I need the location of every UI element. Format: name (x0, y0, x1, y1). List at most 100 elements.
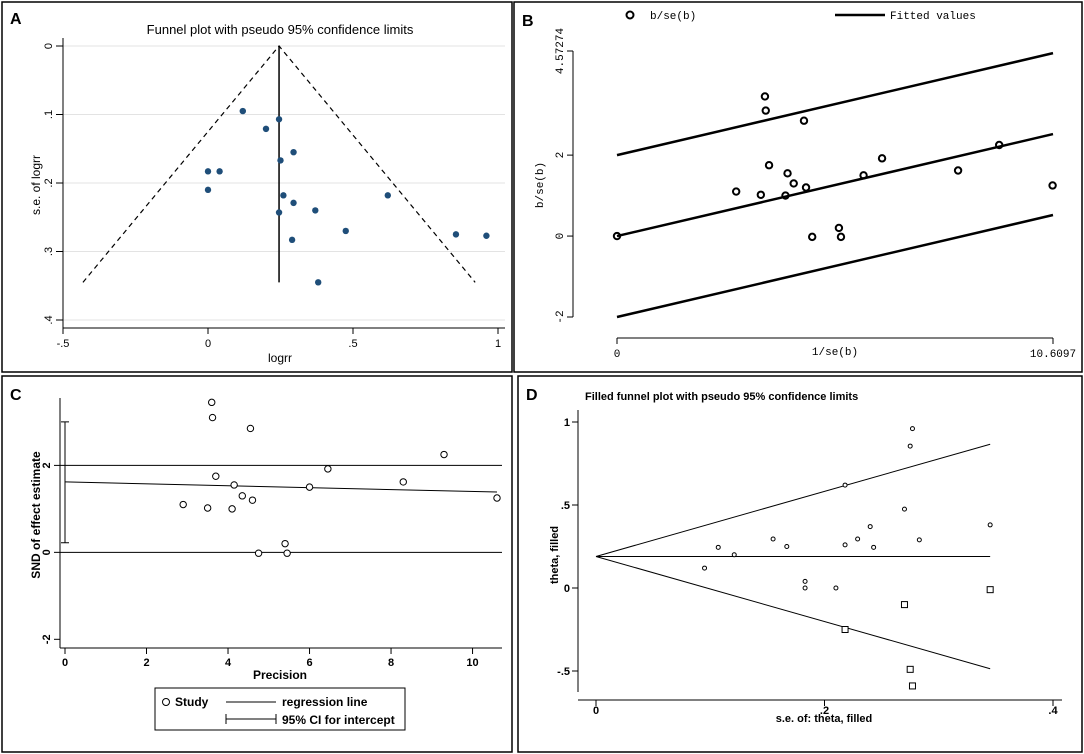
panel-d-upper-limit (595, 443, 991, 557)
panel-c-study-point (305, 483, 314, 491)
panel-d-filled-point (906, 665, 914, 673)
panel-b-fitted-line-lower (616, 213, 1054, 319)
panel-b-study-point (764, 161, 774, 170)
panel-a-study-point (216, 168, 223, 175)
panel-d-observed-point (907, 443, 913, 449)
panel-b-study-point (731, 187, 741, 196)
panel-c-xtick-label: 0 (62, 657, 68, 669)
panel-a-ylabel: s.e. of logrr (29, 155, 43, 215)
panel-d-ytick-label: .5 (561, 500, 570, 512)
panel-a-study-point (262, 125, 270, 133)
panel-b-study-point (799, 116, 809, 125)
panel-d-filled-point (900, 601, 908, 609)
panel-c-study-point (440, 450, 448, 459)
panel-d-xtick-label: .4 (1048, 705, 1058, 717)
panel-b-ytick-label: 0 (555, 233, 567, 240)
panel-c-ytick-label: -2 (41, 634, 53, 644)
panel-c-legend-ci-marker (225, 714, 277, 724)
panel-a-study-point (452, 231, 460, 238)
panel-a-study-point (288, 236, 296, 244)
panel-c-study-point (212, 472, 220, 480)
panel-c-intercept-ci (61, 421, 69, 544)
panel-b-study-point (877, 154, 887, 163)
panel-b-study-point (789, 179, 798, 188)
panel-b-study-point (761, 106, 770, 115)
panel-b-legend-marker (625, 10, 635, 20)
panel-c-study-point (179, 500, 187, 509)
panel-c-xtick-label: 2 (143, 657, 149, 669)
panel-d-title: Filled funnel plot with pseudo 95% confi… (585, 391, 858, 403)
panel-a-study-point (384, 192, 391, 199)
panel-b-study-point (834, 223, 844, 233)
panel-c-ytick-label: 2 (41, 462, 53, 468)
panel-a-study-point (204, 186, 212, 194)
panel-c-study-point (324, 465, 332, 473)
panel-a-xtick-label: 0 (205, 338, 211, 350)
panel-a-study-point (315, 279, 322, 286)
panel-c-study-point (246, 424, 255, 433)
panel-d-ytick-label: 1 (564, 417, 570, 429)
panel-d-observed-point (871, 544, 877, 550)
panel-d-observed-point (842, 482, 848, 488)
panel-d-observed-point (916, 537, 922, 543)
panel-a-study-point (277, 157, 284, 164)
panel-a-study-point (239, 107, 246, 115)
panel-d-filled-funnel-plot: Filled funnel plot with pseudo 95% confi… (549, 391, 1062, 725)
panel-a-title: Funnel plot with pseudo 95% confidence l… (147, 22, 414, 37)
panel-b-study-point (994, 140, 1004, 150)
panel-a-study-point (290, 148, 297, 156)
panel-c-study-point (208, 398, 216, 407)
panel-d-lower-limit (595, 555, 991, 670)
panel-c-study-point (208, 413, 217, 422)
panel-d-observed-point (784, 544, 790, 549)
panel-d-observed-point (833, 585, 839, 591)
panel-c-study-point (203, 504, 212, 512)
panel-c-study-point (228, 505, 236, 513)
panel-c-border (1, 375, 513, 753)
panel-c-study-point (399, 478, 407, 486)
panel-b-study-point (781, 191, 790, 200)
panel-label-d: D (526, 387, 538, 404)
panel-d-observed-point (901, 506, 907, 512)
panel-d-observed-point (802, 578, 808, 584)
panel-d-observed-point (855, 536, 861, 542)
panel-a-ytick-label: 0 (43, 43, 55, 49)
panel-c-legend-regression: regression line (282, 695, 368, 709)
panel-b-study-point (953, 166, 963, 175)
panel-b-study-point (756, 190, 766, 199)
panel-d-observed-point (715, 544, 721, 550)
panel-d-ytick-label: 0 (564, 583, 570, 595)
panel-a-ytick-label: .4 (43, 315, 55, 324)
panel-b-study-point (1048, 181, 1057, 190)
panel-c-ylabel: SND of effect estimate (29, 451, 43, 579)
panel-c-legend-study-marker (162, 698, 170, 706)
panel-d-filled-point (986, 586, 994, 594)
panel-b-xtick-label: 0 (614, 349, 621, 361)
panel-d-observed-point (731, 552, 737, 558)
panel-b-fitted-line-fit (616, 132, 1054, 238)
panel-d-filled-point (841, 626, 849, 633)
panel-a-xtick-label: .5 (348, 338, 357, 350)
panel-d-observed-point (909, 426, 915, 432)
panel-b-study-point (801, 183, 811, 192)
panel-b-legend-points: b/se(b) (650, 11, 696, 23)
panel-c-study-point (230, 481, 238, 489)
panel-d-observed-point (987, 522, 993, 528)
panel-a-study-point (342, 227, 349, 235)
panel-b-study-point (760, 92, 770, 101)
panel-label-a: A (10, 11, 22, 28)
panel-c-study-point (238, 492, 246, 500)
panel-c-xlabel: Precision (253, 668, 307, 682)
panel-d-xtick-label: .2 (820, 705, 829, 717)
panel-d-filled-point (908, 682, 916, 690)
panel-b-study-point (836, 232, 846, 242)
panel-b-study-point (783, 169, 792, 178)
panel-b-study-point (859, 171, 868, 180)
panel-c-ytick-label: 0 (41, 549, 53, 555)
panel-c-study-point (248, 496, 257, 504)
panel-c-legend-ci: 95% CI for intercept (282, 713, 395, 727)
panel-a-study-point (280, 192, 287, 199)
panel-b-ytick-label: 2 (555, 152, 567, 159)
panel-d-observed-point (702, 565, 708, 571)
